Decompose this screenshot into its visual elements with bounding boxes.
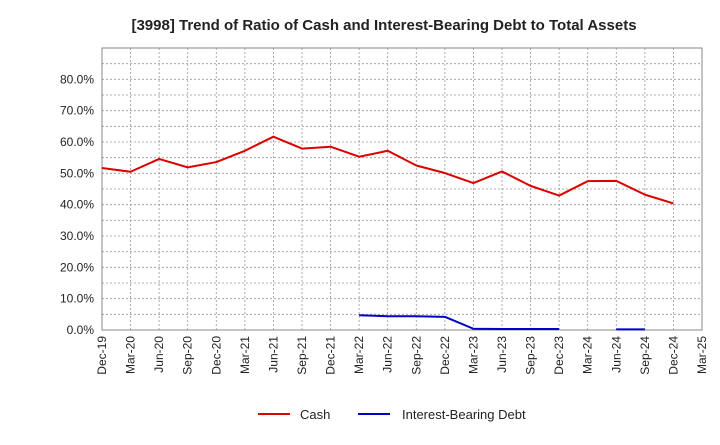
- x-tick-label: Jun-20: [152, 336, 166, 373]
- y-tick-label: 40.0%: [60, 198, 94, 212]
- x-tick-label: Dec-22: [438, 336, 452, 375]
- x-tick-label: Jun-22: [381, 336, 395, 373]
- y-tick-label: 50.0%: [60, 166, 94, 180]
- y-tick-label: 70.0%: [60, 104, 94, 118]
- x-tick-label: Sep-20: [181, 336, 195, 375]
- series-line-1: [101, 135, 674, 205]
- x-tick-label: Dec-19: [95, 336, 109, 375]
- y-tick-label: 10.0%: [60, 292, 94, 306]
- grid: [102, 48, 702, 330]
- x-tick-label: Jun-24: [609, 336, 623, 373]
- x-tick-label: Mar-22: [352, 336, 366, 374]
- y-tick-label: 60.0%: [60, 135, 94, 149]
- plot-frame: [101, 47, 703, 331]
- x-tick-label: Mar-20: [124, 336, 138, 374]
- y-axis: 0.0% 10.0% 20.0% 30.0% 40.0% 50.0% 60.0% 70.0% 8…: [60, 72, 94, 337]
- x-tick-label: Dec-24: [666, 336, 680, 375]
- x-tick-label: Dec-21: [324, 336, 338, 375]
- x-tick-label: Sep-22: [409, 336, 423, 375]
- x-tick-label: Sep-24: [638, 336, 652, 375]
- series: [101, 135, 674, 331]
- x-tick-label: Sep-21: [295, 336, 309, 375]
- chart-title: [3998] Trend of Ratio of Cash and Intere…: [131, 17, 636, 34]
- y-tick-label: 20.0%: [60, 260, 94, 274]
- x-tick-label: Sep-23: [524, 336, 538, 375]
- legend-label-1: Cash: [300, 407, 330, 422]
- x-tick-label: Mar-25: [695, 336, 709, 374]
- y-tick-label: 30.0%: [60, 229, 94, 243]
- y-tick-label: 0.0%: [67, 323, 95, 337]
- x-tick-label: Mar-21: [238, 336, 252, 374]
- legend-label-2: Interest-Bearing Debt: [402, 407, 526, 422]
- x-axis: Dec-19 Mar-20 Jun-20 Sep-20 Dec-20 Mar-21 Jun-…: [95, 336, 709, 375]
- x-tick-label: Dec-23: [552, 336, 566, 375]
- y-tick-label: 80.0%: [60, 72, 94, 86]
- x-tick-label: Dec-20: [209, 336, 223, 375]
- x-tick-label: Mar-23: [466, 336, 480, 374]
- x-tick-label: Mar-24: [581, 336, 595, 374]
- series-line-2: [359, 314, 645, 331]
- x-tick-label: Jun-21: [266, 336, 280, 373]
- x-tick-label: Jun-23: [495, 336, 509, 373]
- legend: Cash Interest-Bearing Debt: [258, 407, 526, 422]
